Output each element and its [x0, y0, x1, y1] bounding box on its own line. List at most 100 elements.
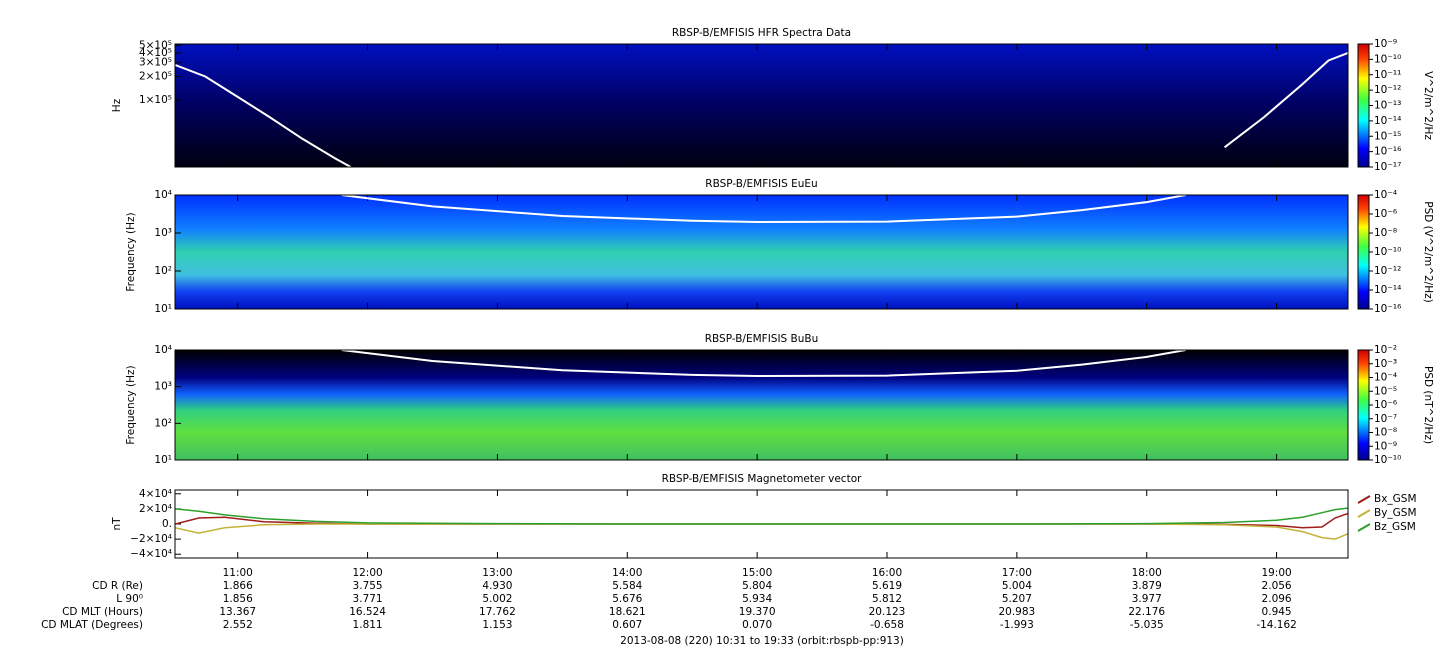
ephemeris-value: 3.771 [353, 593, 383, 605]
ephemeris-value: 2.096 [1262, 593, 1292, 605]
ephemeris-value: -5.035 [1130, 619, 1164, 631]
colorbar-label: PSD (V^2/m^2/Hz) [1422, 201, 1434, 302]
colorbar-tick-label: 10⁻¹⁰ [1374, 53, 1401, 65]
y-tick-label: −2×10⁴ [130, 533, 172, 545]
legend-swatch [1357, 509, 1371, 518]
colorbar [1357, 349, 1370, 461]
colorbar-tick-label: 10⁻¹⁶ [1374, 303, 1401, 315]
ephemeris-label: CD R (Re) [92, 580, 143, 592]
ephemeris-value: 5.207 [1002, 593, 1032, 605]
ephemeris-value: 3.755 [353, 580, 383, 592]
colorbar-tick-label: 10⁻¹¹ [1374, 69, 1401, 81]
ephemeris-value: 13.367 [219, 606, 256, 618]
ephemeris-value: -1.993 [1000, 619, 1034, 631]
y-tick-label: 10² [154, 265, 172, 277]
colorbar-tick-label: 10⁻⁷ [1374, 413, 1397, 425]
colorbar-label: V^2/m^2/Hz [1422, 71, 1434, 140]
colorbar-tick-label: 10⁻³ [1374, 358, 1397, 370]
legend-swatch [1357, 523, 1371, 532]
colorbar-tick-label: 10⁻¹² [1374, 265, 1401, 277]
panel-title: RBSP-B/EMFISIS Magnetometer vector [662, 473, 863, 485]
y-tick-label: 3×10⁵ [139, 57, 172, 69]
curve [175, 51, 1349, 168]
y-tick-label: 10⁴ [154, 344, 172, 356]
y-tick-label: 2×10⁴ [139, 503, 172, 515]
y-tick-label: 5×10⁵ [139, 39, 172, 51]
series-line [175, 523, 1349, 540]
x-tick-label: 16:00 [872, 567, 902, 579]
colorbar-label: PSD (nT^2/Hz) [1422, 366, 1434, 444]
ephemeris-value: -14.162 [1256, 619, 1297, 631]
ephemeris-value: 1.866 [223, 580, 253, 592]
y-tick-label: 10³ [154, 381, 172, 393]
x-tick-label: 15:00 [742, 567, 772, 579]
ephemeris-value: 3.879 [1132, 580, 1162, 592]
y-tick-label: −4×10⁴ [130, 548, 172, 560]
ephemeris-value: 16.524 [349, 606, 386, 618]
y-tick-label: 0. [162, 518, 172, 530]
colorbar-tick-label: 10⁻⁹ [1374, 38, 1397, 50]
y-axis-label: Hz [111, 98, 123, 112]
x-tick-label: 18:00 [1132, 567, 1162, 579]
colorbar-tick-label: 10⁻¹⁶ [1374, 146, 1401, 158]
ephemeris-value: 0.945 [1262, 606, 1292, 618]
ephemeris-value: 4.930 [482, 580, 512, 592]
colorbar-tick-label: 10⁻¹⁷ [1374, 161, 1401, 173]
y-tick-label: 10¹ [154, 303, 172, 315]
curve [341, 194, 1186, 224]
x-tick-label: 14:00 [612, 567, 642, 579]
ephemeris-value: 5.804 [742, 580, 772, 592]
x-tick-label: 17:00 [1002, 567, 1032, 579]
ephemeris-label: CD MLAT (Degrees) [41, 619, 143, 631]
colorbar-tick-label: 10⁻⁵ [1374, 385, 1397, 397]
panel-frame [174, 194, 1349, 310]
footer: 2013-08-08 (220) 10:31 to 19:33 (orbit:r… [620, 635, 904, 647]
ephemeris-value: 5.676 [612, 593, 642, 605]
x-tick-label: 12:00 [352, 567, 382, 579]
ephemeris-value: 5.004 [1002, 580, 1032, 592]
legend-label: By_GSM [1374, 507, 1417, 519]
x-tick-label: 11:00 [223, 567, 253, 579]
y-tick-label: 10² [154, 417, 172, 429]
ephemeris-value: 1.856 [223, 593, 253, 605]
panel-frame [174, 489, 1349, 559]
y-tick-label: 4×10⁵ [139, 47, 172, 59]
x-tick-label: 19:00 [1261, 567, 1291, 579]
y-tick-label: 10⁴ [154, 189, 172, 201]
ephemeris-label: L 90⁰ [116, 593, 143, 605]
legend-swatch [1357, 495, 1371, 504]
colorbar-tick-label: 10⁻¹⁵ [1374, 130, 1401, 142]
legend-label: Bx_GSM [1374, 493, 1417, 505]
colorbar-tick-label: 10⁻¹² [1374, 84, 1401, 96]
series-line [175, 507, 1349, 525]
panel-title: RBSP-B/EMFISIS EuEu [705, 178, 817, 190]
ephemeris-value: 2.056 [1262, 580, 1292, 592]
x-tick-label: 13:00 [482, 567, 512, 579]
ephemeris-value: 19.370 [739, 606, 776, 618]
colorbar-tick-label: 10⁻⁸ [1374, 427, 1397, 439]
colorbar-tick-label: 10⁻² [1374, 344, 1397, 356]
ephemeris-value: 5.934 [742, 593, 772, 605]
curve [341, 349, 1186, 378]
colorbar-tick-label: 10⁻¹⁴ [1374, 115, 1401, 127]
colorbar-tick-label: 10⁻¹⁴ [1374, 284, 1401, 296]
ephemeris-value: -0.658 [870, 619, 904, 631]
colorbar [1357, 194, 1370, 310]
ephemeris-value: 1.153 [482, 619, 512, 631]
spectrogram [175, 350, 1348, 460]
panel-title: RBSP-B/EMFISIS BuBu [705, 333, 819, 345]
ephemeris-value: 17.762 [479, 606, 516, 618]
y-tick-label: 10³ [154, 227, 172, 239]
colorbar-tick-label: 10⁻¹⁰ [1374, 454, 1401, 466]
ephemeris-value: 1.811 [353, 619, 383, 631]
ephemeris-value: 22.176 [1128, 606, 1165, 618]
spectrogram [175, 195, 1348, 309]
panel-title: RBSP-B/EMFISIS HFR Spectra Data [672, 27, 851, 39]
y-tick-label: 10¹ [154, 454, 172, 466]
colorbar-tick-label: 10⁻¹⁰ [1374, 246, 1401, 258]
ephemeris-value: 5.584 [612, 580, 642, 592]
panel-frame [174, 43, 1349, 168]
ephemeris-value: 20.123 [869, 606, 906, 618]
